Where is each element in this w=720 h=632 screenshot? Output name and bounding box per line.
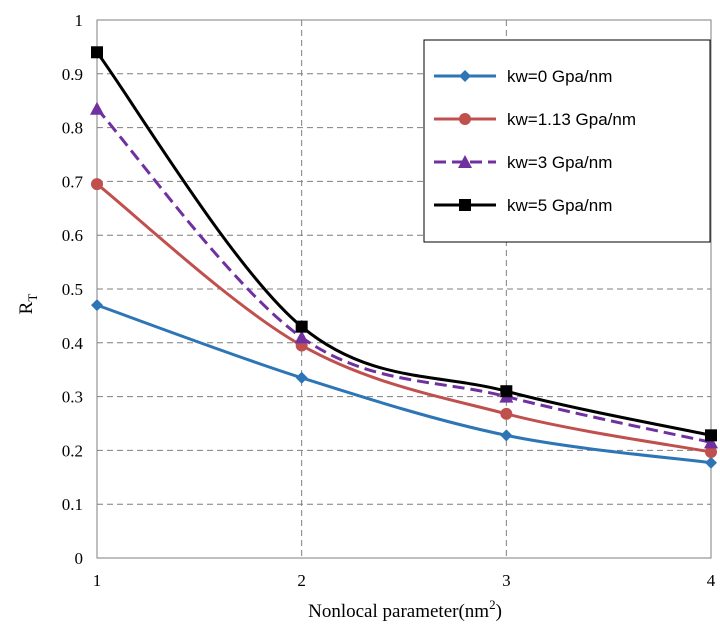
legend-swatch-marker: [459, 113, 471, 125]
legend-entry: kw=0 Gpa/nm: [434, 67, 612, 86]
series-1: [91, 299, 717, 469]
y-tick-label: 0.9: [62, 65, 83, 84]
series-layer: [90, 46, 718, 469]
x-tick-labels: 1 2 3 4: [93, 571, 716, 590]
y-tick-label: 0.8: [62, 119, 83, 138]
y-axis-title-main: R: [16, 301, 37, 314]
legend-swatch-marker: [458, 155, 472, 168]
data-point-circle: [705, 446, 717, 459]
x-axis-title-end: ): [496, 601, 502, 622]
series-line: [96, 182, 712, 454]
y-tick-label: 0.2: [62, 441, 83, 460]
data-point-square: [91, 46, 103, 59]
y-tick-label: 0.7: [62, 172, 84, 191]
x-tick-label: 3: [502, 571, 511, 590]
y-tick-label: 0.3: [62, 388, 83, 407]
legend-swatch-marker: [459, 70, 471, 82]
y-tick-label: 1: [75, 11, 84, 30]
data-point-circle: [500, 407, 513, 420]
x-axis-title-sup: 2: [489, 597, 496, 612]
data-point-triangle: [704, 435, 718, 449]
y-axis-title-sub: T: [25, 294, 40, 302]
x-axis-title: Nonlocal parameter(nm2): [308, 597, 502, 622]
series-line: [95, 107, 712, 444]
data-point-diamond: [91, 299, 103, 312]
data-point-square: [500, 385, 513, 398]
series-4: [91, 46, 717, 442]
legend-label: kw=1.13 Gpa/nm: [507, 110, 636, 129]
series-line: [95, 51, 712, 437]
x-axis-title-main: Nonlocal parameter(nm: [308, 601, 489, 622]
legend-entry: kw=5 Gpa/nm: [434, 196, 612, 215]
data-point-square: [295, 320, 308, 333]
y-tick-label: 0.4: [62, 334, 84, 353]
x-tick-label: 2: [297, 571, 306, 590]
y-tick-labels: 0 0.1 0.2 0.3 0.4 0.5 0.6 0.7 0.8 0.9 1: [62, 11, 84, 568]
y-tick-label: 0: [75, 549, 84, 568]
legend-entry: kw=3 Gpa/nm: [434, 153, 612, 172]
x-tick-label: 1: [93, 571, 102, 590]
legend: kw=0 Gpa/nm kw=1.13 Gpa/nm kw=3 Gpa/nm kw=5…: [423, 39, 711, 243]
data-point-diamond: [705, 456, 717, 469]
y-tick-label: 0.5: [62, 280, 83, 299]
x-tick-label: 4: [707, 571, 716, 590]
plot-area-frame: [96, 19, 712, 559]
series-line: [96, 303, 712, 465]
data-point-triangle: [294, 330, 309, 344]
series-3: [90, 101, 718, 449]
y-tick-label: 0.1: [62, 495, 83, 514]
data-point-diamond: [295, 371, 308, 384]
data-point-square: [705, 429, 717, 442]
data-point-triangle: [90, 101, 104, 115]
legend-label: kw=0 Gpa/nm: [507, 67, 612, 86]
y-axis-title: RT: [16, 294, 40, 315]
legend-entry: kw=1.13 Gpa/nm: [434, 110, 636, 129]
legend-label: kw=3 Gpa/nm: [507, 153, 612, 172]
data-point-diamond: [500, 429, 513, 442]
data-point-circle: [91, 178, 103, 191]
legend-label: kw=5 Gpa/nm: [507, 196, 612, 215]
y-tick-label: 0.6: [62, 226, 83, 245]
legend-box: [423, 39, 711, 243]
legend-swatch-marker: [459, 199, 471, 211]
